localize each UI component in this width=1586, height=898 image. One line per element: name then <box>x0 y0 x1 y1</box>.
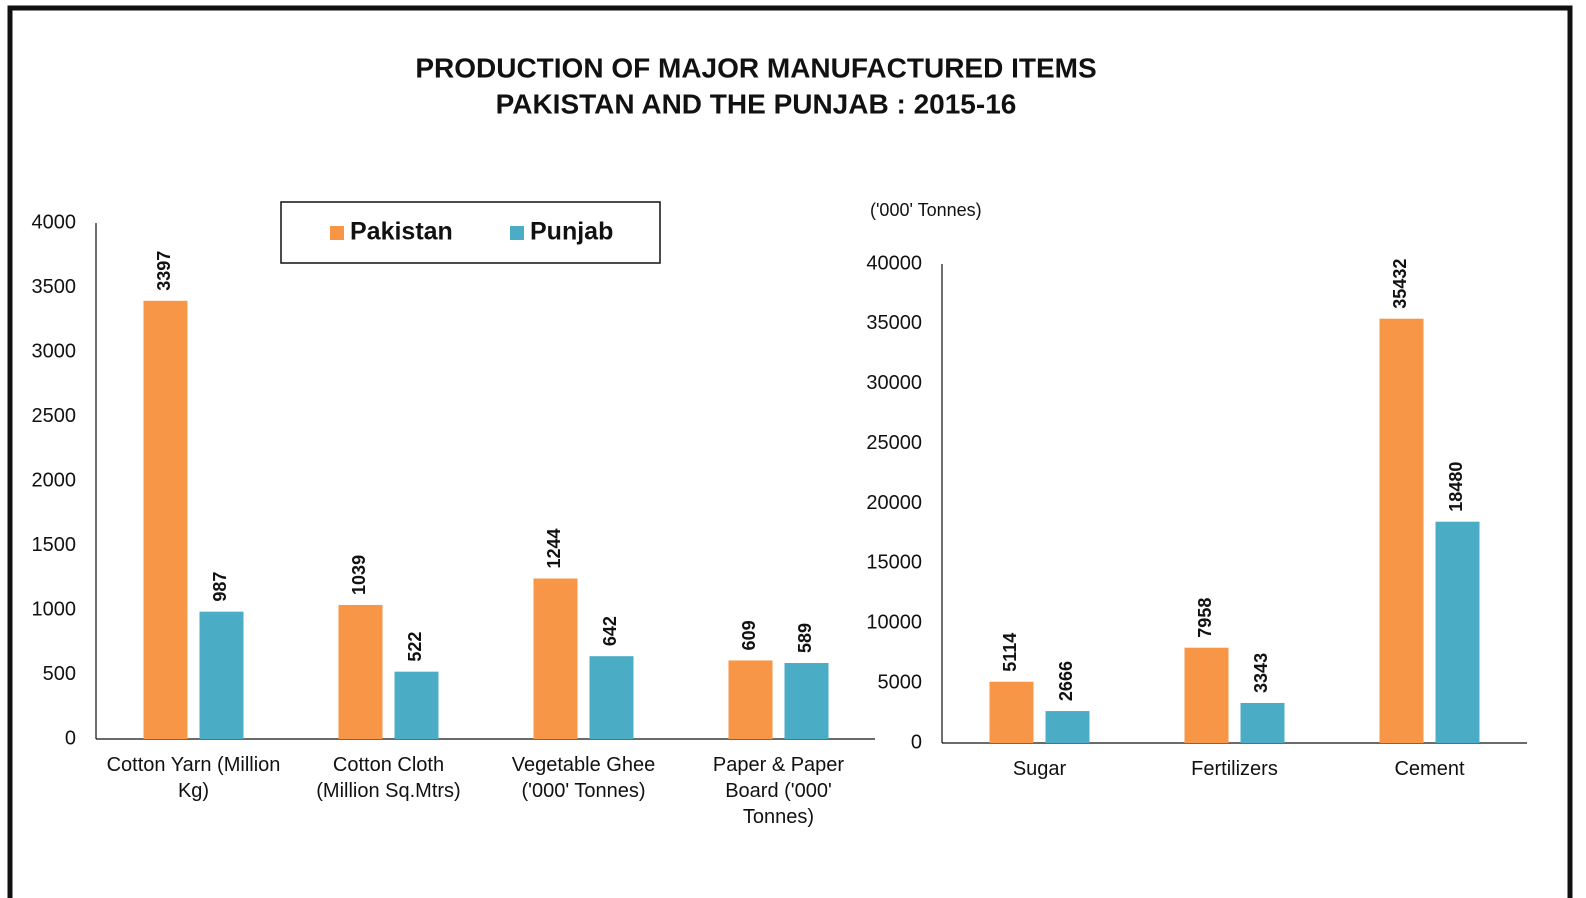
bar <box>143 300 188 739</box>
data-label: 2666 <box>1056 661 1076 701</box>
bar <box>533 578 578 739</box>
y-tick-label: 30000 <box>866 372 922 394</box>
x-tick-label: Cement <box>1394 758 1465 780</box>
data-label: 589 <box>795 623 815 653</box>
legend-box <box>280 201 661 264</box>
bar <box>1240 702 1285 743</box>
data-label: 609 <box>739 620 759 650</box>
data-label: 5114 <box>1000 633 1020 672</box>
data-label: 642 <box>600 616 620 646</box>
bar <box>1045 711 1090 743</box>
y-tick-label: 0 <box>911 731 922 753</box>
y-tick-label: 5000 <box>878 671 923 693</box>
data-label: 1039 <box>349 555 369 595</box>
data-label: 987 <box>210 572 230 602</box>
data-label: 18480 <box>1446 462 1466 512</box>
y-tick-label: 40000 <box>866 252 922 274</box>
data-label: 522 <box>405 632 425 662</box>
chart-title: PAKISTAN AND THE PUNJAB : 2015-16 <box>496 88 1017 119</box>
y-tick-label: 3000 <box>32 340 77 362</box>
bar <box>199 611 244 739</box>
x-tick-label: Paper & Paper Board ('000' Tonnes) <box>712 754 845 828</box>
y-tick-label: 500 <box>43 663 76 685</box>
y-tick-label: 2500 <box>32 405 77 427</box>
bar <box>1379 318 1424 743</box>
x-tick-label: Fertilizers <box>1191 758 1278 780</box>
y-tick-label: 15000 <box>866 552 922 574</box>
data-label: 1244 <box>544 528 564 568</box>
data-label: 3397 <box>154 251 174 291</box>
bar <box>338 604 383 739</box>
x-tick-label: Cotton Cloth (Million Sq.Mtrs) <box>316 754 461 802</box>
y-tick-label: 1500 <box>32 534 77 556</box>
bar <box>394 671 439 739</box>
y-tick-label: 3500 <box>32 276 77 298</box>
x-tick-label: Vegetable Ghee ('000' Tonnes) <box>511 754 656 802</box>
y-tick-label: 10000 <box>866 612 922 634</box>
legend-swatch <box>330 226 344 240</box>
bar <box>989 681 1034 743</box>
bar <box>784 663 829 739</box>
bar <box>1435 521 1480 743</box>
y-tick-label: 1000 <box>32 598 77 620</box>
y-tick-label: 25000 <box>866 432 922 454</box>
bar <box>589 656 634 739</box>
x-tick-label: Sugar <box>1012 758 1067 780</box>
data-label: 3343 <box>1251 653 1271 693</box>
y-tick-label: 0 <box>65 727 76 749</box>
x-tick-label: Cotton Yarn (Million Kg) <box>106 754 281 802</box>
y-tick-label: 2000 <box>32 469 77 491</box>
frame <box>7 5 1573 898</box>
bar <box>1184 647 1229 743</box>
legend-label: Punjab <box>530 218 613 246</box>
legend-label: Pakistan <box>350 218 453 246</box>
y-tick-label: 4000 <box>32 211 77 233</box>
chart-title: PRODUCTION OF MAJOR MANUFACTURED ITEMS <box>415 52 1096 83</box>
legend-swatch <box>510 226 524 240</box>
bar <box>728 660 773 739</box>
y-tick-label: 20000 <box>866 492 922 514</box>
y-tick-label: 35000 <box>866 312 922 334</box>
y-axis-label: ('000' Tonnes) <box>870 200 982 220</box>
data-label: 35432 <box>1390 259 1410 309</box>
data-label: 7958 <box>1195 598 1215 638</box>
